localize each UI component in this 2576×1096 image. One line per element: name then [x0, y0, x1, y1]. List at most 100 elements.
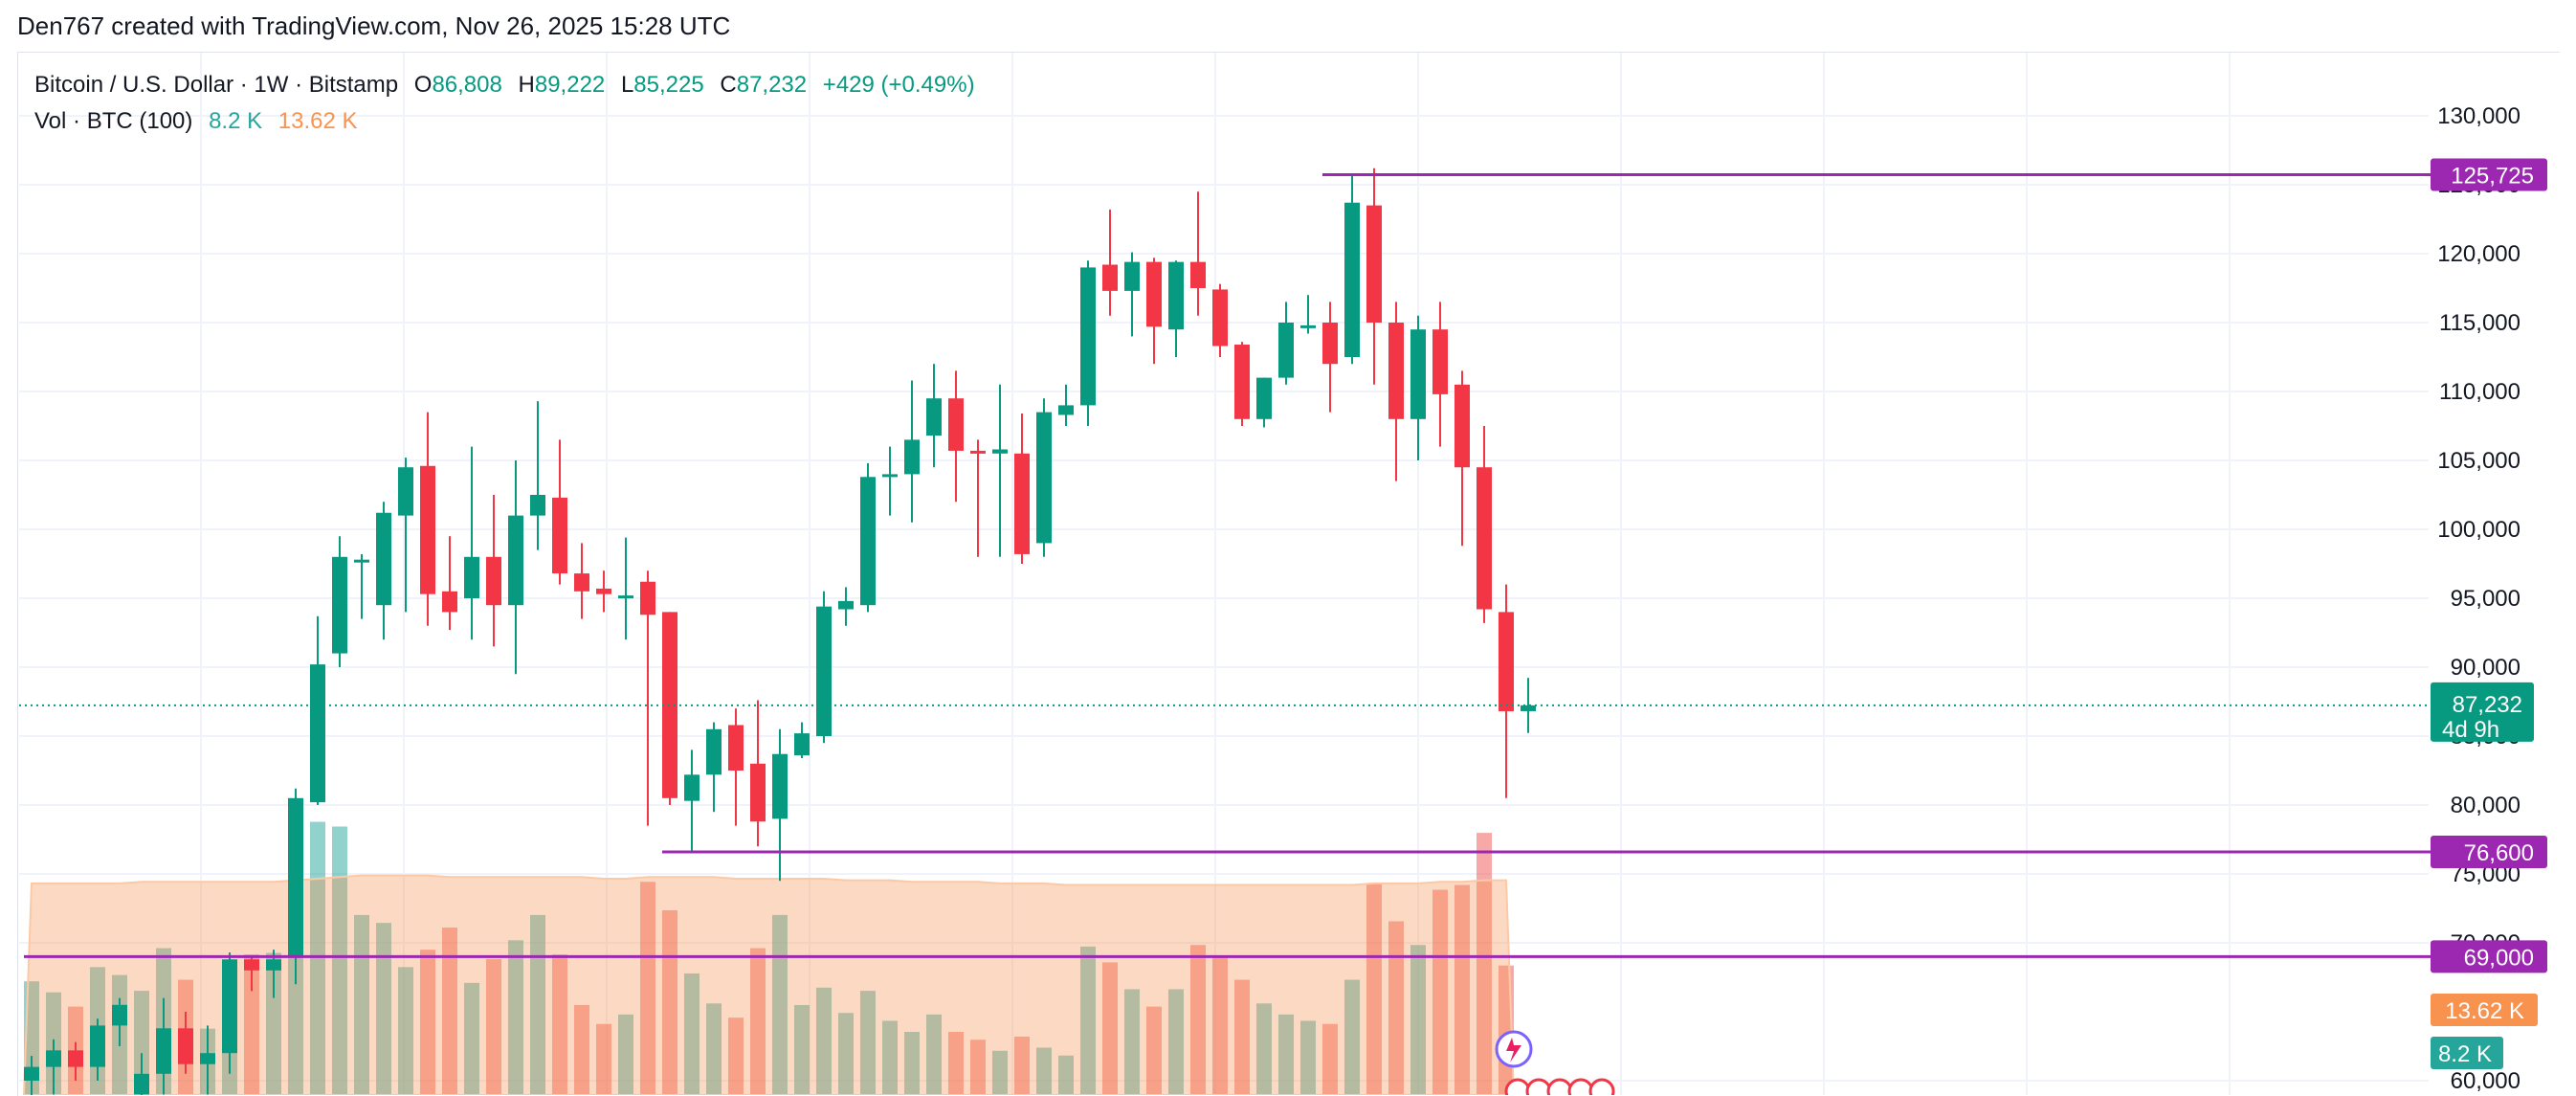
candle-body: [618, 595, 633, 599]
volume-bar: [552, 954, 567, 1095]
event-flag-icon[interactable]: [1525, 1078, 1552, 1095]
chart-frame: [17, 52, 2560, 1096]
candle-body: [860, 477, 876, 606]
volume-bar: [398, 967, 413, 1095]
candle-body: [750, 763, 766, 822]
candle-body: [1256, 377, 1272, 419]
volume-bar: [618, 1014, 633, 1095]
volume-bar: [134, 991, 149, 1095]
y-axis-tick-label: 100,000: [2437, 517, 2520, 543]
candle-body: [464, 556, 479, 598]
candle-body: [706, 728, 722, 775]
candle-body: [1190, 261, 1206, 288]
bar-countdown-label: 4d 9h: [2442, 717, 2499, 743]
candle-body: [1300, 324, 1316, 328]
candle-body: [574, 573, 589, 592]
level-price-tag: [2431, 835, 2547, 868]
volume-bar: [860, 991, 876, 1095]
last-price-tag-label: 87,232: [2453, 692, 2522, 718]
volume-ma-value: 13.62 K: [278, 108, 358, 134]
candle-body: [794, 733, 810, 756]
volume-bar: [1124, 989, 1140, 1095]
volume-bar: [948, 1032, 964, 1095]
candle-body: [1212, 289, 1228, 347]
volume-bar: [574, 1004, 589, 1095]
candle-body: [970, 450, 986, 454]
volume-legend-row: Vol · BTC (100) 8.2 K 13.62 K: [34, 103, 975, 140]
level-price-tag: [2431, 158, 2547, 191]
candle-body: [1080, 267, 1096, 406]
candle-body: [1388, 323, 1404, 419]
low-value: 85,225: [633, 72, 704, 98]
event-flag-icon[interactable]: [1546, 1078, 1573, 1095]
event-flag-icon[interactable]: [1567, 1078, 1594, 1095]
volume-bar: [1190, 945, 1206, 1095]
candle-body: [398, 467, 413, 516]
candle-body: [882, 474, 898, 478]
candle-body: [1499, 612, 1514, 712]
volume-bar: [596, 1023, 611, 1095]
symbol-title[interactable]: Bitcoin / U.S. Dollar · 1W · Bitstamp: [34, 72, 399, 98]
candle-body: [244, 959, 259, 971]
candle-body: [1322, 323, 1338, 365]
event-flag-icon[interactable]: [1588, 1078, 1615, 1095]
close-value: 87,232: [736, 72, 808, 98]
y-axis-tick-label: 110,000: [2439, 379, 2520, 405]
candle-body: [1278, 323, 1294, 378]
volume-bar: [1168, 989, 1184, 1095]
candle-body: [310, 664, 325, 803]
candle-body: [1344, 202, 1360, 357]
volume-bar: [486, 959, 501, 1095]
volume-tag: [2431, 1037, 2503, 1069]
candle-body: [596, 588, 611, 594]
volume-ma-tag: [2431, 994, 2538, 1026]
volume-bar: [794, 1004, 810, 1095]
volume-bar: [640, 882, 655, 1095]
candle-body: [486, 556, 501, 606]
y-axis-tick-label: 115,000: [2439, 310, 2520, 336]
candle-body: [508, 515, 523, 606]
volume-bar: [1410, 945, 1426, 1095]
volume-bar: [838, 1013, 854, 1095]
high-value: 89,222: [534, 72, 606, 98]
close-label: C: [720, 72, 737, 98]
volume-bar: [1102, 962, 1118, 1095]
volume-bar: [530, 914, 545, 1095]
y-axis-tick-label: 105,000: [2437, 448, 2520, 474]
candle-body: [134, 1073, 149, 1095]
candle-body: [222, 959, 237, 1054]
level-price-tag-label: 125,725: [2451, 164, 2534, 190]
candle-body: [420, 465, 435, 594]
candle-body: [1410, 329, 1426, 419]
candle-body: [288, 797, 303, 957]
y-axis-tick-label: 120,000: [2437, 241, 2520, 267]
candle-body: [948, 398, 964, 451]
volume-bar: [1432, 889, 1448, 1095]
volume-title[interactable]: Vol · BTC (100): [34, 108, 193, 134]
volume-bar: [1344, 979, 1360, 1095]
volume-bar: [310, 821, 325, 1095]
candle-body: [332, 556, 347, 654]
volume-bar: [1366, 883, 1382, 1095]
candle-body: [838, 600, 854, 610]
candle-body: [926, 398, 942, 436]
candle-body: [24, 1066, 39, 1081]
volume-bar: [992, 1050, 1008, 1095]
volume-bar: [1014, 1036, 1030, 1095]
event-flag-icon[interactable]: [1504, 1078, 1531, 1095]
volume-ma-area: [22, 874, 1516, 1095]
candle-body: [640, 581, 655, 615]
candle-body: [1014, 453, 1030, 554]
lightning-icon: [1506, 1038, 1521, 1062]
candle-body: [1102, 264, 1118, 291]
volume-bar: [706, 1003, 722, 1095]
volume-value: 8.2 K: [209, 108, 263, 134]
candle-body: [90, 1025, 105, 1067]
candle-body: [992, 449, 1008, 454]
volume-bar: [1300, 1020, 1316, 1095]
volume-ma-tag-label: 13.62 K: [2445, 998, 2524, 1024]
y-axis-tick-label: 80,000: [2451, 793, 2520, 818]
candle-body: [816, 606, 832, 736]
volume-bar: [1388, 921, 1404, 1095]
